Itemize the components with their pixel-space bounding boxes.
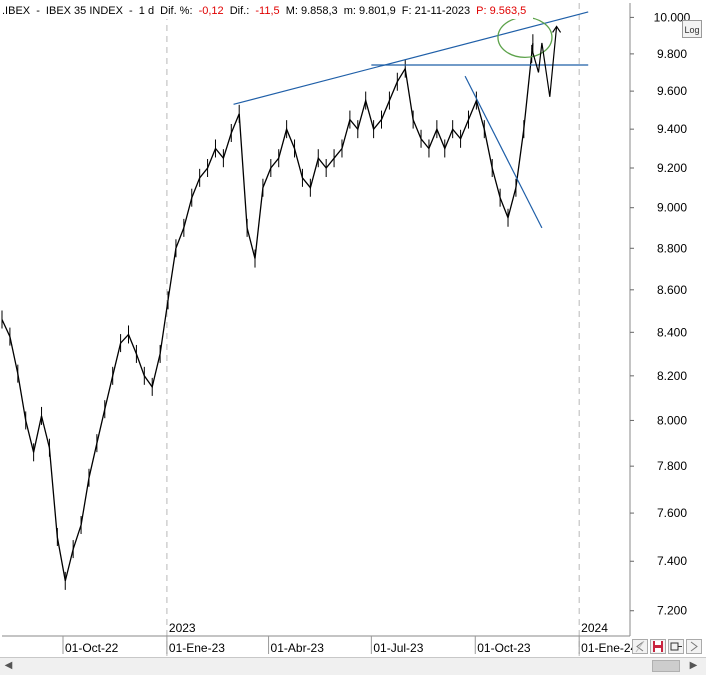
projection-path <box>531 26 558 97</box>
y-tick-label: 9.000 <box>657 201 687 215</box>
x-axis-ticks: 2023 2024 01-Oct-22 01-Ene-23 01-Abr-23 01-Ju… <box>62 621 638 655</box>
save-icon[interactable] <box>650 639 666 654</box>
y-tick-label: 8.200 <box>657 369 687 383</box>
chart-axes <box>2 3 631 637</box>
x-tick-label: 01-Abr-23 <box>271 641 325 655</box>
projection-arrowhead <box>552 25 562 33</box>
index-name: IBEX 35 INDEX <box>45 5 123 17</box>
scroll-left-arrow-icon[interactable]: ◀ <box>4 660 13 671</box>
scroll-right-arrow-icon[interactable]: ▶ <box>689 660 698 671</box>
dif-pct-value: -0,12 <box>198 5 224 17</box>
log-scale-button[interactable]: Log <box>682 20 702 38</box>
chart-gridlines <box>166 3 580 656</box>
y-tick-label: 9.800 <box>657 47 687 61</box>
x-tick-label: 01-Ene-24 <box>581 641 637 655</box>
scrollbar-thumb[interactable] <box>652 660 680 672</box>
y-tick-label: 9.600 <box>657 84 687 98</box>
y-tick-label: 8.400 <box>657 325 687 339</box>
y-tick-label: 8.800 <box>657 241 687 255</box>
scroll-left-icon[interactable] <box>632 639 648 654</box>
y-tick-label: 9.400 <box>657 122 687 136</box>
dif-pct-label: Dif. %: <box>160 5 193 17</box>
x-tick-label: 01-Ene-23 <box>169 641 225 655</box>
y-tick-label: 7.200 <box>657 604 687 618</box>
x-tick-label: 01-Oct-22 <box>65 641 119 655</box>
price-series <box>1 34 534 590</box>
min-label: m: 9.801,9 <box>343 5 396 17</box>
trendline <box>464 75 543 229</box>
y-tick-label: 9.200 <box>657 161 687 175</box>
trendline-annotations <box>233 11 589 229</box>
year-label: 2023 <box>169 621 196 635</box>
horizontal-scrollbar[interactable]: ◀ ▶ <box>0 657 706 675</box>
y-tick-label: 7.800 <box>657 459 687 473</box>
dif-label: Dif.: <box>229 5 250 17</box>
date-label: F: 21-11-2023 <box>401 5 471 17</box>
symbol: .IBEX <box>2 5 31 17</box>
separator: - <box>36 5 40 17</box>
y-axis-ticks: 7.200 7.400 7.600 7.800 8.000 8.200 8.400 8.600… <box>630 10 691 618</box>
separator: - <box>129 5 133 17</box>
x-tick-label: 01-Jul-23 <box>373 641 423 655</box>
dif-value: -11,5 <box>255 5 280 17</box>
x-tick-label: 01-Oct-23 <box>477 641 531 655</box>
scroll-right-icon[interactable] <box>686 639 702 654</box>
y-tick-label: 7.600 <box>657 506 687 520</box>
chart-header: .IBEX - IBEX 35 INDEX - 1 d Dif. %: -0,1… <box>2 3 534 19</box>
pin-icon[interactable] <box>668 639 684 654</box>
y-tick-label: 10.000 <box>654 10 691 24</box>
y-tick-label: 8.600 <box>657 283 687 297</box>
max-label: M: 9.858,3 <box>285 5 338 17</box>
year-label: 2024 <box>581 621 608 635</box>
y-tick-label: 8.000 <box>657 413 687 427</box>
trendline <box>233 11 589 105</box>
price-label: P: 9.563,5 <box>476 5 527 17</box>
period: 1 d <box>138 5 155 17</box>
y-tick-label: 7.400 <box>657 554 687 568</box>
